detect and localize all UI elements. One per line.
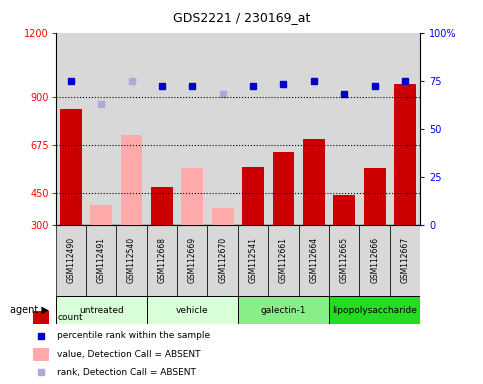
- Bar: [298, 33, 329, 225]
- Text: agent ▶: agent ▶: [10, 305, 48, 315]
- Bar: [147, 225, 177, 296]
- Bar: [364, 168, 385, 225]
- Text: GSM112669: GSM112669: [188, 237, 197, 283]
- Bar: [268, 225, 298, 296]
- Bar: [390, 33, 420, 225]
- Bar: [56, 296, 147, 324]
- Bar: [33, 348, 49, 361]
- Bar: [212, 208, 234, 225]
- Text: GSM112665: GSM112665: [340, 237, 349, 283]
- Bar: [303, 139, 325, 225]
- Text: rank, Detection Call = ABSENT: rank, Detection Call = ABSENT: [57, 368, 197, 377]
- Text: count: count: [57, 313, 83, 322]
- Text: vehicle: vehicle: [176, 306, 209, 314]
- Bar: [329, 33, 359, 225]
- Bar: [151, 187, 173, 225]
- Bar: [238, 33, 268, 225]
- Text: GSM112670: GSM112670: [218, 237, 227, 283]
- Bar: [147, 296, 238, 324]
- Bar: [390, 225, 420, 296]
- Text: value, Detection Call = ABSENT: value, Detection Call = ABSENT: [57, 349, 201, 359]
- Text: untreated: untreated: [79, 306, 124, 314]
- Bar: [56, 33, 86, 225]
- Bar: [208, 225, 238, 296]
- Bar: [181, 168, 203, 225]
- Bar: [147, 33, 177, 225]
- Text: GSM112666: GSM112666: [370, 237, 379, 283]
- Text: GSM112541: GSM112541: [249, 237, 257, 283]
- Bar: [238, 296, 329, 324]
- Bar: [177, 33, 208, 225]
- Bar: [90, 205, 112, 225]
- Bar: [242, 167, 264, 225]
- Text: percentile rank within the sample: percentile rank within the sample: [57, 331, 211, 340]
- Bar: [116, 33, 147, 225]
- Bar: [359, 225, 390, 296]
- Bar: [56, 225, 86, 296]
- Text: GSM112661: GSM112661: [279, 237, 288, 283]
- Bar: [272, 152, 295, 225]
- Text: GSM112490: GSM112490: [66, 237, 75, 283]
- Bar: [268, 33, 298, 225]
- Bar: [329, 225, 359, 296]
- Bar: [116, 225, 147, 296]
- Bar: [208, 33, 238, 225]
- Bar: [298, 225, 329, 296]
- Text: GSM112664: GSM112664: [309, 237, 318, 283]
- Bar: [359, 33, 390, 225]
- Bar: [333, 195, 355, 225]
- Bar: [86, 225, 116, 296]
- Bar: [177, 225, 208, 296]
- Text: GSM112491: GSM112491: [97, 237, 106, 283]
- Text: GSM112540: GSM112540: [127, 237, 136, 283]
- Bar: [60, 109, 82, 225]
- Bar: [238, 225, 268, 296]
- Bar: [121, 135, 142, 225]
- Text: galectin-1: galectin-1: [261, 306, 306, 314]
- Text: GSM112667: GSM112667: [400, 237, 410, 283]
- Bar: [394, 84, 416, 225]
- Text: GSM112668: GSM112668: [157, 237, 167, 283]
- Text: lipopolysaccharide: lipopolysaccharide: [332, 306, 417, 314]
- Bar: [329, 296, 420, 324]
- Text: GDS2221 / 230169_at: GDS2221 / 230169_at: [173, 12, 310, 25]
- Bar: [33, 311, 49, 324]
- Bar: [86, 33, 116, 225]
